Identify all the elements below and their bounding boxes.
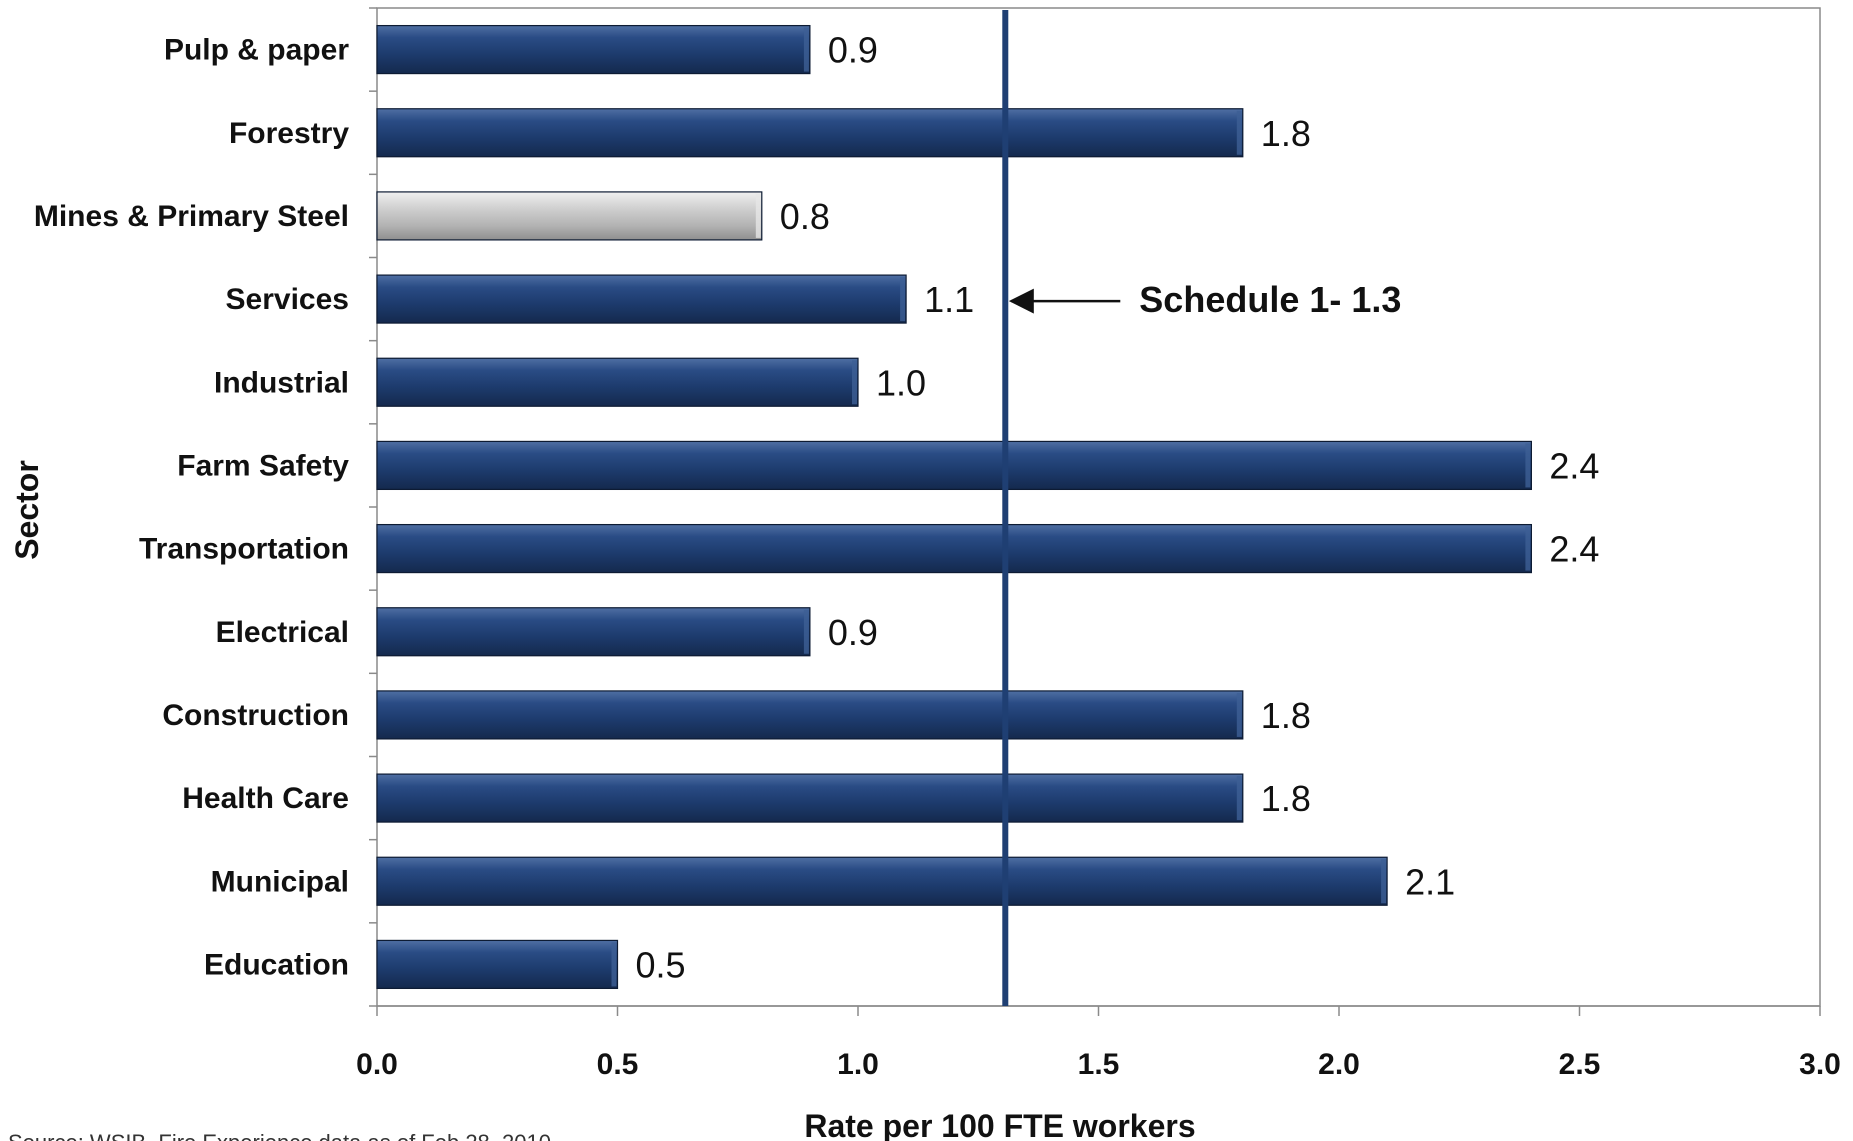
category-label: Industrial	[214, 366, 349, 399]
category-label: Mines & Primary Steel	[34, 200, 349, 233]
data-label: 1.8	[1261, 778, 1311, 819]
bar	[376, 690, 1244, 740]
x-axis-ticks: 0.0 0.5 1.0 1.5 2.0 2.5 3.0	[356, 1005, 1841, 1081]
bar-bevel	[803, 609, 809, 654]
bar-bevel	[1525, 526, 1531, 571]
bar-bevel	[803, 27, 809, 72]
category-label: Health Care	[182, 782, 349, 815]
category-label: Pulp & paper	[164, 34, 349, 67]
bar-bevel	[611, 942, 617, 987]
bar-bevel	[900, 277, 906, 322]
category-label: Education	[204, 948, 349, 981]
x-tick-label: 0.5	[597, 1048, 639, 1081]
plot-area	[376, 7, 1821, 1007]
bar-bevel	[852, 360, 857, 405]
bar	[376, 607, 811, 657]
category-label: Transportation	[139, 533, 349, 566]
category-label: Electrical	[216, 616, 349, 649]
bar	[376, 440, 1533, 491]
data-labels: 0.9 1.8 0.8 1.1 1.0 2.4 2.4 0.9 1.8 1.8 2.1 0.5	[636, 30, 1600, 986]
bar	[376, 191, 763, 241]
bar	[376, 939, 619, 990]
x-tick-label: 3.0	[1799, 1048, 1841, 1081]
bar-bevel	[1236, 692, 1242, 737]
x-tick-label: 2.5	[1559, 1048, 1601, 1081]
bar	[376, 773, 1244, 823]
data-label: 0.9	[828, 612, 878, 653]
bar	[376, 108, 1244, 158]
data-label: 2.4	[1549, 445, 1599, 486]
data-label: 1.1	[924, 279, 974, 320]
category-label: Construction	[162, 699, 349, 732]
bar-bevel	[1236, 110, 1242, 155]
data-label: 0.9	[828, 30, 878, 71]
bar	[376, 856, 1388, 906]
data-label: 2.4	[1549, 529, 1599, 570]
data-label: 1.0	[876, 362, 926, 403]
bar-bevel	[755, 193, 761, 238]
x-tick-label: 0.0	[356, 1048, 398, 1081]
y-axis-ticks	[369, 7, 377, 1007]
bar-bevel	[1236, 776, 1242, 821]
bar	[376, 24, 811, 75]
category-labels: Pulp & paper Forestry Mines & Primary Stee…	[34, 34, 349, 982]
category-label: Farm Safety	[177, 449, 349, 482]
bar	[376, 357, 859, 407]
data-label: 2.1	[1405, 861, 1455, 902]
data-label: 0.8	[780, 196, 830, 237]
data-label: 0.5	[636, 944, 686, 985]
source-note: Source: WSIB, Fire Experience data as of…	[8, 1130, 551, 1141]
bar-bevel	[1525, 443, 1531, 488]
y-axis-title: Sector	[9, 460, 45, 560]
bar	[376, 523, 1533, 574]
bar-bevel	[1381, 859, 1387, 904]
x-axis-title: Rate per 100 FTE workers	[804, 1108, 1195, 1141]
data-label: 1.8	[1261, 113, 1311, 154]
x-tick-label: 1.5	[1078, 1048, 1120, 1081]
data-label: 1.8	[1261, 695, 1311, 736]
reference-annotation: Schedule 1- 1.3	[1139, 279, 1401, 320]
bars	[376, 24, 1533, 990]
category-label: Municipal	[211, 865, 349, 898]
x-tick-label: 1.0	[837, 1048, 879, 1081]
bar	[376, 274, 907, 324]
category-label: Forestry	[229, 117, 349, 150]
x-tick-label: 2.0	[1318, 1048, 1360, 1081]
category-label: Services	[226, 283, 349, 316]
